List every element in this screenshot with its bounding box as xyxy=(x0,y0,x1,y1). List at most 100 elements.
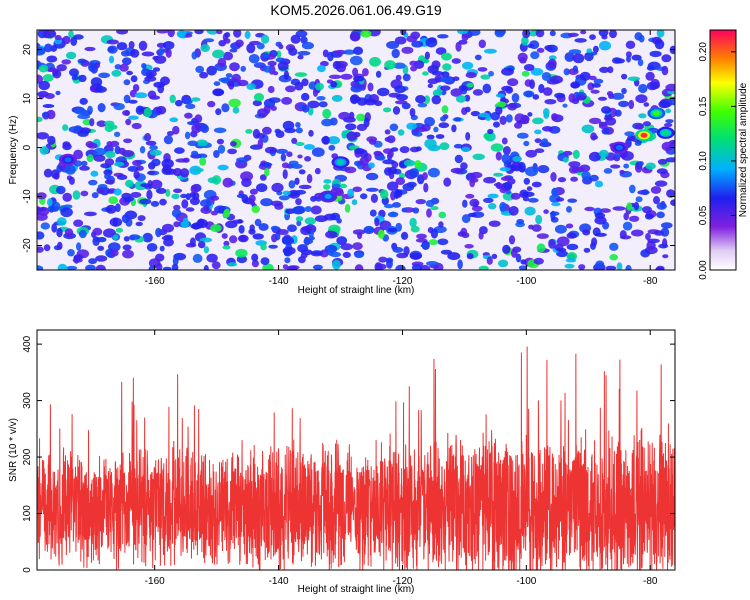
heatmap-blob xyxy=(365,172,379,181)
heatmap-blob xyxy=(165,188,171,197)
heatmap-blob xyxy=(184,131,191,140)
heatmap-blob xyxy=(541,72,552,81)
heatmap-blob xyxy=(194,114,203,123)
heatmap-blob xyxy=(225,220,238,229)
heatmap-blob xyxy=(668,96,675,106)
heatmap-blob xyxy=(203,246,209,254)
heatmap-blob xyxy=(426,134,435,140)
heatmap-blob xyxy=(354,264,364,270)
heatmap-blob xyxy=(150,200,160,207)
heatmap-blob xyxy=(212,49,225,59)
heatmap-blob xyxy=(415,95,426,104)
heatmap-blob xyxy=(637,161,644,166)
heatmap-blob xyxy=(240,171,254,182)
heatmap-blob xyxy=(195,65,205,73)
heatmap-blob xyxy=(62,141,71,148)
heatmap-blob xyxy=(518,265,527,270)
heatmap-blob xyxy=(438,221,444,228)
heatmap-blob xyxy=(187,140,198,147)
heatmap-blob xyxy=(420,243,430,248)
heatmap-blob xyxy=(331,94,343,102)
heatmap-blob xyxy=(116,174,128,180)
heatmap-blob xyxy=(139,198,152,205)
heatmap-blob xyxy=(566,243,579,251)
heatmap-blob xyxy=(121,50,130,57)
heatmap-blob xyxy=(144,133,152,142)
heatmap-blob xyxy=(396,94,408,101)
heatmap-blob xyxy=(317,65,326,73)
heatmap-blob xyxy=(232,106,240,114)
heatmap-blob xyxy=(629,184,636,194)
heatmap-blob xyxy=(213,150,220,158)
heatmap-blob xyxy=(612,206,626,211)
heatmap-blob xyxy=(246,83,256,90)
heatmap-blob xyxy=(352,186,363,193)
heatmap-blob xyxy=(656,202,667,210)
heatmap-blob xyxy=(161,235,173,241)
heatmap-blob xyxy=(210,195,220,201)
heatmap-blob xyxy=(495,93,505,98)
heatmap-blob xyxy=(387,181,399,191)
heatmap-blob xyxy=(397,129,405,136)
heatmap-blob xyxy=(450,167,464,174)
heatmap-blob xyxy=(37,132,49,140)
heatmap-blob xyxy=(654,180,668,187)
heatmap-blob xyxy=(322,108,332,119)
heatmap-blob xyxy=(119,63,129,72)
heatmap-blob xyxy=(649,81,661,90)
heatmap-blob xyxy=(395,264,406,270)
heatmap-blob xyxy=(426,261,439,266)
heatmap-blob xyxy=(384,129,391,135)
heatmap-blob xyxy=(657,158,668,165)
heatmap-blob xyxy=(77,58,87,64)
heatmap-blob xyxy=(280,153,287,162)
heatmap-blob xyxy=(551,202,561,207)
heatmap-blob xyxy=(257,138,264,149)
heatmap-blob xyxy=(182,217,189,225)
heatmap-blob xyxy=(172,168,183,177)
heatmap-blob xyxy=(300,36,308,44)
heatmap-blob xyxy=(510,161,523,172)
heatmap-blob xyxy=(621,73,628,80)
heatmap-blob xyxy=(152,67,161,72)
heatmap-blob xyxy=(223,208,231,218)
heatmap-blob xyxy=(534,148,545,153)
heatmap-blob xyxy=(191,222,201,230)
heatmap-blob xyxy=(190,97,201,102)
heatmap-blob xyxy=(291,206,305,215)
heatmap-blob xyxy=(382,159,396,165)
heatmap-blob xyxy=(647,238,660,244)
heatmap-blob xyxy=(38,207,47,212)
heatmap-blob xyxy=(601,34,608,40)
heatmap-blob xyxy=(387,211,399,218)
heatmap-blob xyxy=(394,85,406,94)
snr-xtick-label: -120 xyxy=(392,576,412,587)
heatmap-blob xyxy=(264,167,270,177)
heatmap-blob xyxy=(453,143,463,149)
heatmap-blob xyxy=(314,167,321,175)
heatmap-blob xyxy=(439,142,450,151)
heatmap-blob xyxy=(221,103,230,113)
heatmap-blob xyxy=(128,41,135,49)
heatmap-blob xyxy=(389,123,399,132)
heatmap-blob xyxy=(633,201,640,211)
heatmap-blob xyxy=(37,116,43,123)
heatmap-blob xyxy=(40,222,50,230)
heatmap-blob xyxy=(550,75,563,84)
heatmap-blob xyxy=(37,192,47,200)
heatmap-blob xyxy=(185,193,191,201)
heatmap-blob xyxy=(567,198,578,203)
heatmap-blob xyxy=(185,207,195,212)
heatmap-blob xyxy=(113,188,122,196)
heatmap-blob xyxy=(607,66,614,74)
heatmap-blob xyxy=(415,146,422,152)
heatmap-blob xyxy=(353,76,365,82)
heatmap-blob xyxy=(477,67,488,72)
heatmap-blob xyxy=(113,103,125,111)
heatmap-blob xyxy=(260,198,273,207)
heatmap-blob xyxy=(443,177,452,187)
heatmap-blob xyxy=(114,161,125,167)
heatmap-blob xyxy=(294,72,308,77)
heatmap-blob xyxy=(85,264,96,270)
heatmap-blob xyxy=(215,108,222,116)
